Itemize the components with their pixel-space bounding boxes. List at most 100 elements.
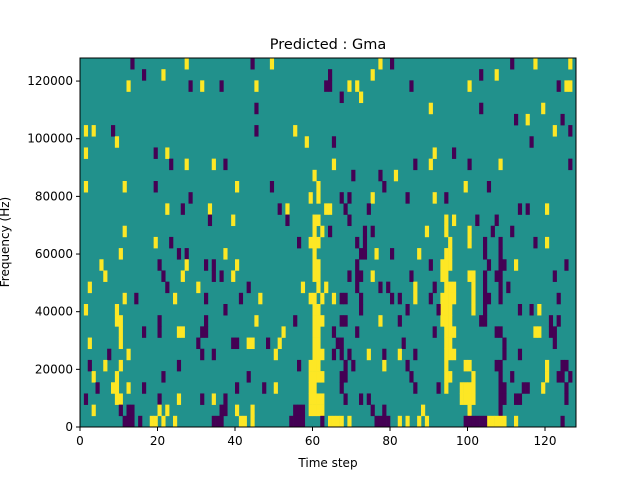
- heatmap-cell-low: [157, 259, 162, 271]
- heatmap-cell-high: [366, 348, 371, 361]
- heatmap-cell-high: [545, 371, 550, 383]
- heatmap-cell-low: [483, 236, 488, 249]
- heatmap-cell-high: [316, 236, 321, 249]
- heatmap-cell-high: [122, 225, 127, 238]
- heatmap-cell-high: [184, 58, 189, 70]
- heatmap-cell-low: [359, 248, 364, 260]
- heatmap-cell-high: [417, 415, 422, 428]
- heatmap-cell-low: [502, 348, 507, 361]
- heatmap-cell-high: [126, 382, 131, 394]
- heatmap-cell-high: [320, 348, 325, 361]
- heatmap-cell-high: [448, 292, 453, 305]
- x-tick: 60: [305, 427, 320, 448]
- heatmap-cell-high: [87, 337, 92, 350]
- heatmap-cell-high: [490, 415, 495, 428]
- heatmap-cell-high: [308, 236, 313, 249]
- heatmap-cell-high: [428, 158, 433, 171]
- heatmap-cell-low: [130, 58, 135, 70]
- heatmap-cell-high: [444, 292, 449, 305]
- heatmap-cell-high: [370, 192, 375, 204]
- heatmap-cell-low: [293, 415, 298, 428]
- heatmap-cell-high: [114, 136, 120, 148]
- heatmap-cell-high: [444, 281, 449, 294]
- heatmap-cell-low: [297, 359, 302, 372]
- heatmap-cell-low: [328, 225, 333, 238]
- heatmap-cell-high: [176, 393, 182, 405]
- heatmap-cell-high: [448, 348, 453, 361]
- heatmap-cell-low: [219, 415, 224, 428]
- heatmap-cell-low: [483, 248, 488, 260]
- y-tick: 0: [65, 420, 80, 434]
- y-tick: 80000: [35, 189, 80, 203]
- x-axis-ticks: 0 20 40 60 80 100 120: [76, 427, 556, 448]
- heatmap-cell-low: [262, 382, 267, 394]
- heatmap-cell-high: [316, 181, 321, 193]
- heatmap-cell-high: [417, 248, 422, 260]
- heatmap-cell-high: [231, 270, 236, 282]
- heatmap-cell-low: [269, 181, 275, 193]
- heatmap-cell-high: [153, 236, 158, 249]
- heatmap-cell-low: [483, 270, 488, 282]
- heatmap-cell-high: [444, 248, 449, 260]
- heatmap-cell-low: [362, 236, 368, 249]
- heatmap-cell-high: [502, 415, 507, 428]
- heatmap-cell-low: [347, 192, 352, 204]
- heatmap-cell-high: [467, 225, 472, 238]
- heatmap-cell-high: [440, 292, 445, 305]
- heatmap-cell-high: [320, 315, 325, 327]
- heatmap-cell-high: [316, 304, 321, 316]
- heatmap-cell-high: [452, 292, 457, 305]
- heatmap-cell-low: [405, 359, 410, 372]
- heatmap-cell-high: [258, 292, 263, 305]
- heatmap-cell-low: [436, 304, 441, 316]
- heatmap-cell-low: [339, 192, 344, 204]
- heatmap-cell-high: [378, 58, 383, 70]
- heatmap-cell-low: [134, 292, 139, 305]
- heatmap-cell-low: [138, 415, 143, 428]
- heatmap-cell-high: [471, 292, 476, 305]
- heatmap-cell-high: [514, 259, 519, 271]
- heatmap-cell-high: [397, 348, 402, 361]
- heatmap-cell-low: [324, 80, 329, 92]
- heatmap-cell-low: [219, 270, 224, 282]
- heatmap-cell-low: [452, 147, 457, 159]
- heatmap-cell-high: [312, 292, 317, 305]
- heatmap-cell-high: [328, 415, 333, 428]
- heatmap-cell-high: [444, 382, 449, 394]
- heatmap-cell-low: [413, 382, 418, 394]
- y-tick: 40000: [35, 305, 80, 319]
- heatmap-cell-low: [498, 382, 503, 394]
- y-tick-label: 0: [65, 420, 73, 434]
- heatmap-cell-high: [176, 326, 182, 338]
- heatmap-cell-high: [122, 181, 127, 193]
- heatmap-cell-high: [316, 281, 321, 294]
- heatmap-cell-high: [83, 181, 89, 193]
- heatmap-cell-high: [328, 203, 333, 215]
- heatmap-cell-low: [436, 382, 441, 394]
- heatmap-cell-low: [366, 393, 371, 405]
- x-tick-label: 20: [150, 434, 165, 448]
- heatmap-cell-high: [165, 147, 170, 159]
- heatmap-cell-low: [409, 80, 414, 92]
- heatmap-cell-low: [471, 415, 476, 428]
- heatmap-cell-high: [250, 415, 255, 428]
- x-tick: 0: [76, 427, 84, 448]
- heatmap-cell-high: [316, 404, 321, 417]
- heatmap-cell-high: [312, 326, 317, 338]
- heatmap-cell-low: [479, 69, 484, 81]
- heatmap-cell-low: [339, 371, 344, 383]
- heatmap-cell-low: [378, 281, 383, 294]
- heatmap-cell-high: [235, 404, 240, 417]
- heatmap-cell-low: [188, 80, 193, 92]
- heatmap-cell-high: [308, 404, 313, 417]
- y-tick-label: 40000: [35, 305, 73, 319]
- heatmap-cell-low: [351, 169, 356, 182]
- heatmap-cell-high: [413, 292, 418, 305]
- heatmap-cell-high: [312, 371, 317, 383]
- heatmap-cell-high: [118, 326, 123, 338]
- heatmap-cell-low: [231, 337, 236, 350]
- heatmap-cell-high: [498, 158, 503, 171]
- heatmap-cell-low: [297, 236, 302, 249]
- heatmap-cell-high: [308, 382, 313, 394]
